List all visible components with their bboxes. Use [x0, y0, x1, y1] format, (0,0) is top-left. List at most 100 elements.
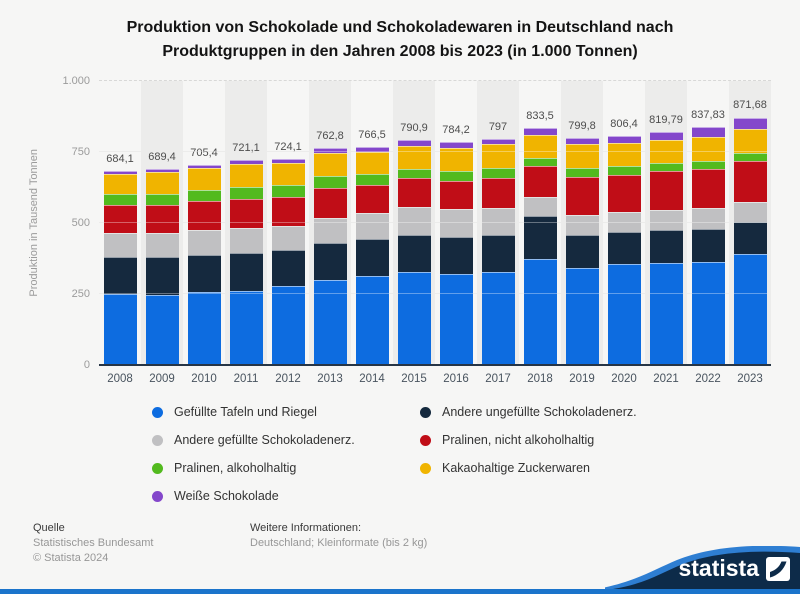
bar-segment-2017-series-3[interactable] — [481, 178, 515, 208]
bar-segment-2017-series-0[interactable] — [481, 272, 515, 365]
bar-segment-2023-series-0[interactable] — [733, 254, 767, 365]
bar-segment-2023-series-5[interactable] — [733, 129, 767, 154]
bar-segment-2016-series-0[interactable] — [439, 273, 473, 365]
bar-segment-2020-series-6[interactable] — [607, 136, 641, 143]
bar-2023[interactable] — [733, 117, 767, 365]
bar-segment-2010-series-0[interactable] — [187, 292, 221, 365]
bar-segment-2013-series-3[interactable] — [313, 188, 347, 218]
bar-segment-2021-series-6[interactable] — [649, 132, 683, 141]
bar-2010[interactable] — [187, 164, 221, 365]
statista-logo[interactable]: statista — [605, 546, 800, 589]
bar-segment-2012-series-2[interactable] — [271, 225, 305, 250]
bar-segment-2009-series-4[interactable] — [145, 193, 179, 205]
bar-segment-2019-series-3[interactable] — [565, 177, 599, 215]
bar-segment-2011-series-1[interactable] — [229, 252, 263, 291]
bar-2015[interactable] — [397, 140, 431, 365]
bar-segment-2022-series-4[interactable] — [691, 160, 725, 169]
bar-segment-2023-series-3[interactable] — [733, 161, 767, 202]
bar-segment-2011-series-5[interactable] — [229, 163, 263, 187]
bar-2017[interactable] — [481, 138, 515, 365]
bar-segment-2018-series-0[interactable] — [523, 258, 557, 365]
bar-segment-2013-series-2[interactable] — [313, 217, 347, 243]
bar-segment-2010-series-6[interactable] — [187, 164, 221, 168]
bar-segment-2018-series-2[interactable] — [523, 196, 557, 216]
legend-item-0[interactable]: Gefüllte Tafeln und Riegel — [152, 398, 420, 426]
bar-segment-2020-series-4[interactable] — [607, 166, 641, 175]
bar-segment-2016-series-3[interactable] — [439, 181, 473, 210]
bar-2012[interactable] — [271, 159, 305, 365]
bar-2020[interactable] — [607, 136, 641, 365]
bar-segment-2021-series-0[interactable] — [649, 262, 683, 365]
bar-segment-2018-series-6[interactable] — [523, 128, 557, 136]
bar-segment-2013-series-6[interactable] — [313, 148, 347, 153]
bar-segment-2013-series-0[interactable] — [313, 279, 347, 365]
bar-segment-2008-series-3[interactable] — [103, 205, 137, 234]
bar-segment-2011-series-4[interactable] — [229, 186, 263, 199]
bar-segment-2018-series-4[interactable] — [523, 158, 557, 167]
bar-segment-2014-series-0[interactable] — [355, 275, 389, 365]
bar-segment-2014-series-1[interactable] — [355, 239, 389, 276]
bar-segment-2022-series-3[interactable] — [691, 168, 725, 209]
bar-segment-2017-series-6[interactable] — [481, 138, 515, 145]
bar-segment-2012-series-4[interactable] — [271, 185, 305, 197]
bar-segment-2011-series-3[interactable] — [229, 198, 263, 229]
bar-2008[interactable] — [103, 170, 137, 365]
bar-segment-2021-series-1[interactable] — [649, 230, 683, 263]
bar-segment-2020-series-5[interactable] — [607, 142, 641, 167]
bar-2019[interactable] — [565, 137, 599, 365]
bar-segment-2022-series-0[interactable] — [691, 261, 725, 365]
legend-item-3[interactable]: Pralinen, nicht alkoholhaltig — [420, 426, 637, 454]
bar-segment-2013-series-1[interactable] — [313, 242, 347, 280]
bar-segment-2009-series-0[interactable] — [145, 294, 179, 365]
bar-segment-2014-series-2[interactable] — [355, 213, 389, 240]
bar-segment-2023-series-4[interactable] — [733, 153, 767, 162]
bar-2014[interactable] — [355, 147, 389, 365]
bar-segment-2020-series-1[interactable] — [607, 232, 641, 264]
bar-segment-2011-series-0[interactable] — [229, 290, 263, 365]
bar-segment-2011-series-2[interactable] — [229, 228, 263, 253]
bar-segment-2020-series-2[interactable] — [607, 211, 641, 233]
bar-segment-2016-series-1[interactable] — [439, 237, 473, 274]
bar-segment-2018-series-5[interactable] — [523, 135, 557, 158]
bar-segment-2022-series-6[interactable] — [691, 127, 725, 137]
bar-segment-2009-series-3[interactable] — [145, 204, 179, 233]
legend-item-4[interactable]: Pralinen, alkoholhaltig — [152, 454, 420, 482]
bar-segment-2008-series-6[interactable] — [103, 170, 137, 174]
bar-segment-2010-series-2[interactable] — [187, 230, 221, 255]
bar-segment-2009-series-2[interactable] — [145, 232, 179, 257]
bar-segment-2017-series-5[interactable] — [481, 144, 515, 169]
bar-segment-2015-series-1[interactable] — [397, 235, 431, 273]
bar-2013[interactable] — [313, 148, 347, 365]
bar-2022[interactable] — [691, 127, 725, 365]
legend-item-2[interactable]: Andere gefüllte Schokoladenerz. — [152, 426, 420, 454]
bar-segment-2008-series-0[interactable] — [103, 294, 137, 365]
bar-segment-2019-series-4[interactable] — [565, 167, 599, 178]
bar-segment-2016-series-4[interactable] — [439, 170, 473, 181]
bar-segment-2019-series-5[interactable] — [565, 144, 599, 168]
bar-segment-2010-series-1[interactable] — [187, 254, 221, 293]
bar-segment-2012-series-6[interactable] — [271, 159, 305, 163]
bar-segment-2023-series-2[interactable] — [733, 201, 767, 223]
bar-segment-2009-series-1[interactable] — [145, 256, 179, 295]
bar-segment-2014-series-3[interactable] — [355, 184, 389, 214]
bar-segment-2015-series-2[interactable] — [397, 206, 431, 236]
bar-segment-2018-series-3[interactable] — [523, 166, 557, 197]
bar-segment-2008-series-4[interactable] — [103, 194, 137, 206]
bar-segment-2011-series-6[interactable] — [229, 160, 263, 164]
bar-segment-2022-series-1[interactable] — [691, 228, 725, 262]
bar-segment-2022-series-2[interactable] — [691, 208, 725, 229]
bar-segment-2013-series-4[interactable] — [313, 176, 347, 189]
bar-2016[interactable] — [439, 142, 473, 365]
bar-segment-2022-series-5[interactable] — [691, 136, 725, 161]
bar-2009[interactable] — [145, 169, 179, 365]
bar-segment-2015-series-4[interactable] — [397, 168, 431, 179]
legend-item-5[interactable]: Kakaohaltige Zuckerwaren — [420, 454, 637, 482]
bar-segment-2010-series-5[interactable] — [187, 167, 221, 191]
bar-segment-2020-series-0[interactable] — [607, 263, 641, 365]
bar-segment-2009-series-5[interactable] — [145, 172, 179, 194]
bar-segment-2013-series-5[interactable] — [313, 152, 347, 177]
bar-segment-2015-series-6[interactable] — [397, 140, 431, 146]
bar-segment-2012-series-5[interactable] — [271, 162, 305, 185]
bar-2011[interactable] — [229, 160, 263, 365]
bar-segment-2012-series-0[interactable] — [271, 286, 305, 365]
